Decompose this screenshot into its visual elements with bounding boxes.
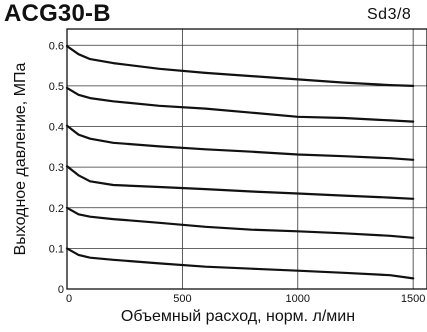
tick-labels: 0 0.1 0.2 0.3 0.4 0.5 0.6 0 500 1000 1500: [49, 40, 426, 305]
y-tick-label: 0.5: [49, 81, 64, 93]
y-tick-label: 0.1: [49, 243, 64, 255]
chart-title: ACG30-B: [4, 0, 111, 27]
series-lines: [65, 44, 415, 280]
y-tick-label: 0.4: [49, 122, 64, 134]
x-tick-label: 1000: [286, 293, 310, 305]
series-line-5: [65, 206, 415, 239]
x-tick-label: 500: [173, 293, 191, 305]
series-line-1: [65, 44, 415, 88]
series-line-6: [65, 247, 415, 280]
grid: [67, 29, 427, 289]
x-axis-label: Объемный расход, норм. л/мин: [120, 308, 356, 325]
chart-subtitle: Sd3/8: [367, 6, 412, 23]
y-tick-label: 0.6: [49, 40, 64, 52]
series-line-3: [65, 124, 415, 161]
series-line-4: [65, 165, 415, 200]
x-tick-label: 1500: [401, 293, 425, 305]
y-tick-label: 0.3: [49, 162, 64, 174]
x-tick-label: 0: [66, 293, 72, 305]
series-line-2: [65, 86, 415, 123]
plot-frame: [66, 28, 427, 290]
y-tick-label: 0.2: [49, 203, 64, 215]
y-tick-label: 0: [58, 284, 64, 296]
